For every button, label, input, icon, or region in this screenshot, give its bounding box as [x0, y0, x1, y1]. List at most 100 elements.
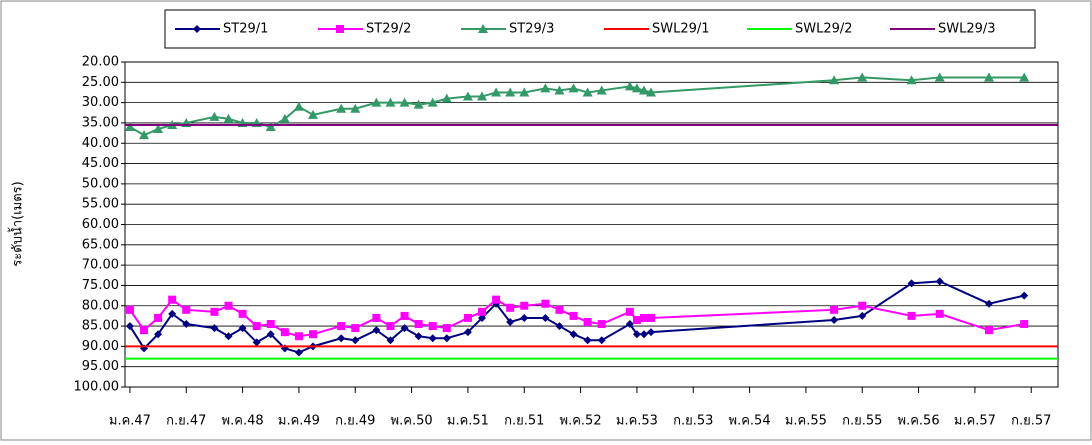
legend-label: ST29/3 — [509, 22, 554, 37]
marker — [506, 303, 515, 312]
x-tick-label: ม.ค.53 — [616, 414, 658, 429]
marker — [399, 97, 410, 107]
x-tick-label: พ.ค.52 — [560, 414, 602, 429]
legend-label: SWL29/3 — [938, 22, 996, 37]
marker — [372, 313, 381, 322]
marker — [223, 113, 234, 123]
marker — [386, 336, 395, 345]
marker — [478, 24, 488, 33]
marker — [210, 324, 219, 333]
marker — [372, 326, 381, 335]
marker — [266, 330, 275, 339]
marker — [400, 311, 409, 320]
marker — [639, 313, 648, 322]
y-tick-label: 100.00 — [74, 380, 120, 395]
marker — [308, 109, 319, 119]
marker — [625, 307, 634, 316]
marker — [252, 338, 261, 347]
marker — [830, 305, 839, 314]
x-tick-label: ก.ย.53 — [673, 414, 713, 429]
marker — [293, 101, 304, 111]
marker — [294, 332, 303, 341]
marker — [478, 307, 487, 316]
y-tick-label: 30.00 — [82, 95, 119, 110]
x-tick-label: ม.ค.57 — [954, 414, 996, 429]
marker — [337, 334, 346, 343]
marker — [555, 305, 564, 314]
y-tick-label: 35.00 — [82, 115, 119, 130]
marker — [371, 97, 382, 107]
y-tick-label: 70.00 — [82, 258, 119, 273]
marker — [568, 83, 579, 93]
marker — [541, 313, 550, 322]
marker — [554, 85, 565, 95]
x-tick-label: ม.ค.47 — [109, 414, 151, 429]
marker — [442, 334, 451, 343]
marker — [596, 85, 607, 95]
marker — [569, 330, 578, 339]
marker — [505, 87, 516, 97]
x-tick-label: ก.ย.49 — [335, 414, 375, 429]
x-tick-label: พ.ค.54 — [729, 414, 771, 429]
x-tick-label: ก.ย.51 — [504, 414, 544, 429]
marker — [336, 103, 347, 113]
y-tick-label: 75.00 — [82, 278, 119, 293]
marker — [934, 72, 945, 82]
x-tick-label: ม.ค.51 — [447, 414, 489, 429]
marker — [125, 305, 134, 314]
marker — [210, 307, 219, 316]
y-tick-label: 55.00 — [82, 197, 119, 212]
marker — [477, 91, 488, 101]
marker — [984, 326, 993, 335]
marker — [139, 130, 150, 140]
marker — [625, 320, 634, 329]
y-tick-label: 45.00 — [82, 156, 119, 171]
marker — [935, 277, 944, 286]
marker — [140, 326, 149, 335]
y-tick-label: 95.00 — [82, 359, 119, 374]
y-tick-label: 40.00 — [82, 136, 119, 151]
marker — [279, 113, 290, 123]
marker — [492, 295, 501, 304]
marker — [238, 309, 247, 318]
marker — [638, 85, 649, 95]
marker — [520, 301, 529, 310]
marker — [125, 322, 134, 331]
marker — [631, 83, 642, 93]
marker — [858, 311, 867, 320]
marker — [632, 315, 641, 324]
x-tick-label: พ.ค.48 — [222, 414, 264, 429]
marker — [583, 336, 592, 345]
marker — [519, 87, 530, 97]
y-tick-label: 50.00 — [82, 176, 119, 191]
marker — [294, 348, 303, 357]
marker — [414, 320, 423, 329]
marker — [309, 330, 318, 339]
marker — [639, 330, 648, 339]
marker — [442, 324, 451, 333]
y-tick-label: 25.00 — [82, 75, 119, 90]
marker — [280, 328, 289, 337]
marker — [830, 315, 839, 324]
marker — [428, 322, 437, 331]
x-tick-label: ก.ย.55 — [842, 414, 882, 429]
legend-label: SWL29/2 — [795, 22, 853, 37]
y-tick-label: 60.00 — [82, 217, 119, 232]
marker — [427, 97, 438, 107]
marker — [351, 336, 360, 345]
marker — [265, 122, 276, 131]
marker — [857, 72, 868, 82]
marker — [907, 279, 916, 288]
marker — [1019, 72, 1030, 82]
marker — [983, 72, 994, 82]
y-tick-label: 90.00 — [82, 339, 119, 354]
marker — [907, 311, 916, 320]
y-tick-label: 20.00 — [82, 55, 119, 70]
legend-label: ST29/2 — [366, 22, 411, 37]
marker — [266, 320, 275, 329]
marker — [238, 324, 247, 333]
marker — [336, 25, 344, 33]
marker — [385, 97, 396, 107]
marker — [350, 103, 361, 113]
